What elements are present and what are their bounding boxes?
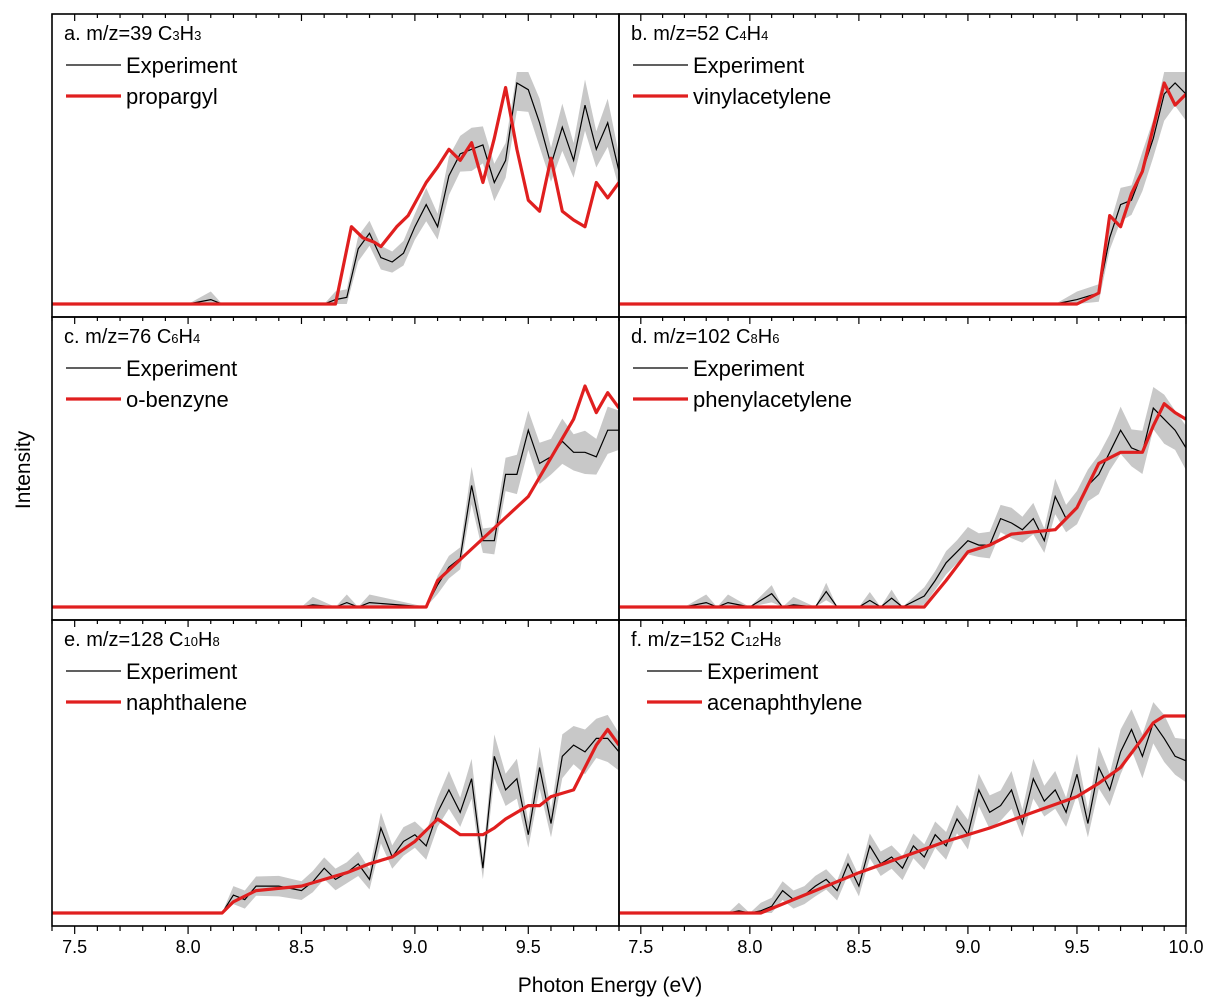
x-tick-label: 7.5 — [62, 937, 87, 957]
o-benzyne-series-line — [52, 384, 619, 609]
panel-4: d. m/z=102 C8H6 Experiment phenylacetylene — [618, 316, 1187, 621]
title-text: a. m/z=39 C — [64, 23, 172, 45]
experiment-series-line — [619, 721, 1186, 914]
title-subscript: 8 — [212, 634, 219, 649]
panel-title: c. m/z=76 C6H4 — [64, 326, 200, 348]
experiment-uncertainty-band — [52, 714, 619, 913]
title-text: f. m/z=152 C — [631, 629, 745, 651]
title-text: H — [747, 23, 761, 45]
legend-model-label: vinylacetylene — [693, 84, 831, 109]
title-subscript: 4 — [739, 28, 746, 43]
title-subscript: 6 — [772, 331, 779, 346]
x-tick-label: 7.5 — [628, 937, 653, 957]
y-axis-title: Intensity — [12, 430, 35, 509]
panel-6: 7.5 8.0 8.5 9.0 9.5 10.0 f. m/z=152 C12H8 Exper… — [618, 619, 1204, 957]
title-text: H — [759, 629, 773, 651]
experiment-series-line — [619, 82, 1186, 305]
title-subscript: 8 — [751, 331, 758, 346]
acenaphthylene-series-line — [619, 714, 1186, 915]
title-subscript: 8 — [774, 634, 781, 649]
title-subscript: 10 — [184, 634, 198, 649]
title-subscript: 6 — [171, 331, 178, 346]
experiment-series-line — [52, 737, 619, 914]
panel-5: 7.5 8.0 8.5 9.0 9.5 e. m/z=128 C10H8 Experimen… — [51, 619, 620, 957]
x-tick-label: 8.0 — [176, 937, 201, 957]
title-text: H — [758, 326, 772, 348]
title-subscript: 4 — [193, 331, 200, 346]
panel-title: f. m/z=152 C12H8 — [631, 629, 781, 651]
vinylacetylene-series-line — [619, 81, 1186, 306]
title-text: H — [180, 23, 194, 45]
panel-title: d. m/z=102 C8H6 — [631, 326, 779, 348]
title-subscript: 4 — [761, 28, 768, 43]
x-tick-label: 9.5 — [1064, 937, 1089, 957]
panel-title: a. m/z=39 C3H3 — [64, 23, 201, 45]
title-text: b. m/z=52 C — [631, 23, 739, 45]
x-tick-label: 9.0 — [402, 937, 427, 957]
x-tick-label: 9.5 — [516, 937, 541, 957]
legend-model-label: phenylacetylene — [693, 387, 852, 412]
panel-title: e. m/z=128 C10H8 — [64, 629, 220, 651]
propargyl-series-line — [52, 85, 619, 306]
phenylacetylene-series-line — [619, 402, 1186, 609]
legend-experiment-label: Experiment — [707, 659, 818, 684]
title-subscript: 12 — [745, 634, 759, 649]
legend-model-label: acenaphthylene — [707, 690, 862, 715]
naphthalene-series-line — [52, 727, 619, 915]
title-text: H — [179, 326, 193, 348]
title-subscript: 3 — [172, 28, 179, 43]
x-tick-label: 8.5 — [846, 937, 871, 957]
legend-experiment-label: Experiment — [693, 53, 804, 78]
legend-model-label: naphthalene — [126, 690, 247, 715]
legend-experiment-label: Experiment — [126, 356, 237, 381]
x-axis-title: Photon Energy (eV) — [518, 974, 702, 997]
panel-title: b. m/z=52 C4H4 — [631, 23, 768, 45]
experiment-series-line — [619, 406, 1186, 608]
legend-model-label: o-benzyne — [126, 387, 229, 412]
experiment-uncertainty-band — [619, 702, 1186, 913]
title-text: c. m/z=76 C — [64, 326, 171, 348]
x-tick-label: 9.0 — [955, 937, 980, 957]
x-tick-label: 8.0 — [737, 937, 762, 957]
experiment-uncertainty-band — [52, 72, 619, 304]
experiment-uncertainty-band — [52, 406, 619, 607]
x-tick-label: 8.5 — [289, 937, 314, 957]
legend-model-label: propargyl — [126, 84, 218, 109]
legend-experiment-label: Experiment — [693, 356, 804, 381]
x-tick-label: 10.0 — [1168, 937, 1203, 957]
panel-3: c. m/z=76 C6H4 Experiment o-benzyne — [51, 316, 620, 621]
title-subscript: 3 — [194, 28, 201, 43]
legend-experiment-label: Experiment — [126, 53, 237, 78]
title-text: H — [198, 629, 212, 651]
title-text: e. m/z=128 C — [64, 629, 184, 651]
experiment-uncertainty-band — [619, 387, 1186, 607]
legend-experiment-label: Experiment — [126, 659, 237, 684]
title-text: d. m/z=102 C — [631, 326, 751, 348]
